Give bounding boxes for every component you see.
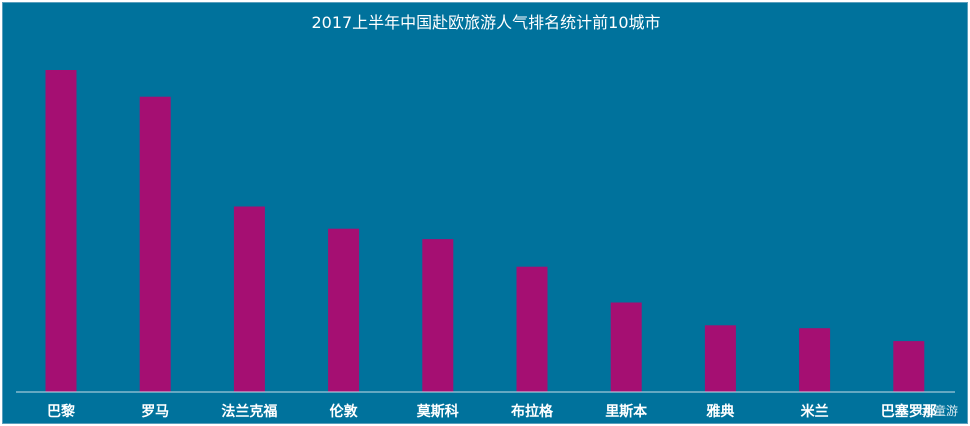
bar-2 bbox=[233, 206, 265, 392]
watermark-text: bb童游 bbox=[919, 403, 958, 418]
x-tick-labels: 巴黎 罗马 法兰克福 伦敦 莫斯科 布拉格 里斯本 雅典 米兰 巴塞罗那 bbox=[47, 403, 937, 420]
bar-4 bbox=[422, 239, 454, 392]
x-tick-label-8: 米兰 bbox=[801, 403, 829, 420]
bar-3 bbox=[328, 228, 360, 392]
x-tick-label-9: 巴塞罗那 bbox=[881, 403, 937, 420]
x-tick-label-7: 雅典 bbox=[706, 403, 734, 420]
bar-8 bbox=[799, 328, 831, 392]
bar-chart: 2017上半年中国赴欧旅游人气排名统计前10城市 巴黎 罗马 法兰克福 伦敦 莫斯科 布拉… bbox=[16, 13, 958, 420]
x-tick-label-3: 伦敦 bbox=[330, 403, 359, 420]
x-tick-label-0: 巴黎 bbox=[47, 403, 75, 420]
x-tick-label-5: 布拉格 bbox=[511, 403, 554, 420]
chart-title: 2017上半年中国赴欧旅游人气排名统计前10城市 bbox=[311, 13, 660, 32]
bar-5 bbox=[516, 266, 548, 392]
bars-group bbox=[45, 70, 925, 392]
bar-9 bbox=[893, 341, 925, 392]
x-tick-label-6: 里斯本 bbox=[605, 403, 648, 420]
x-tick-label-4: 莫斯科 bbox=[416, 403, 459, 420]
bar-7 bbox=[704, 325, 736, 392]
bar-1 bbox=[139, 96, 171, 392]
bar-6 bbox=[610, 302, 642, 392]
x-tick-label-1: 罗马 bbox=[141, 404, 169, 420]
bar-0 bbox=[45, 70, 77, 392]
x-tick-label-2: 法兰克福 bbox=[221, 403, 277, 420]
